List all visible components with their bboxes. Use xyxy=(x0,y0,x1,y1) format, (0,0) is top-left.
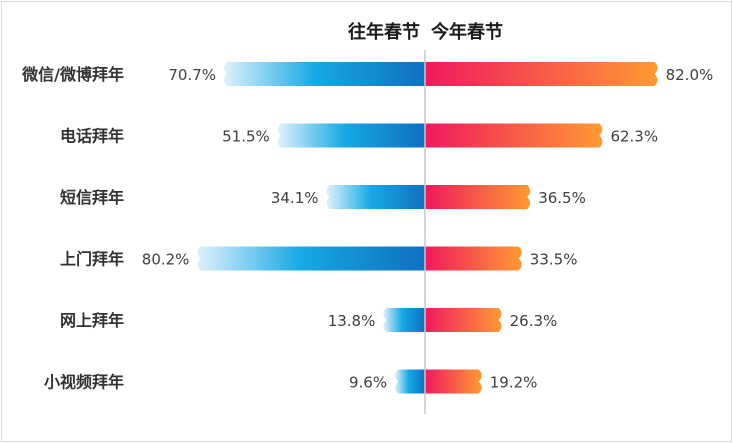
bar-this-year xyxy=(425,369,482,394)
bar-previous-year xyxy=(383,308,425,332)
bar-this-year xyxy=(425,185,531,209)
data-label-previous-year: 9.6% xyxy=(349,374,387,392)
bar-previous-year xyxy=(224,62,425,86)
data-label-previous-year: 13.8% xyxy=(328,312,376,330)
data-label-this-year: 62.3% xyxy=(610,128,658,146)
data-label-this-year: 82.0% xyxy=(666,66,714,84)
bar-previous-year xyxy=(197,246,425,271)
data-label-previous-year: 51.5% xyxy=(222,128,270,146)
legend-left-label: 往年春节 xyxy=(348,21,420,43)
bar-previous-year xyxy=(326,185,425,209)
data-label-previous-year: 34.1% xyxy=(271,189,319,207)
data-label-this-year: 26.3% xyxy=(510,312,558,330)
category-label: 上门拜年 xyxy=(60,250,124,269)
category-label: 小视频拜年 xyxy=(44,373,124,392)
bar-this-year xyxy=(425,308,502,332)
bar-previous-year xyxy=(277,123,425,148)
data-label-this-year: 19.2% xyxy=(490,374,538,392)
data-label-previous-year: 80.2% xyxy=(142,251,190,269)
data-label-previous-year: 70.7% xyxy=(168,66,216,84)
bar-this-year xyxy=(425,62,658,86)
data-label-this-year: 36.5% xyxy=(538,189,586,207)
bar-this-year xyxy=(425,246,522,271)
category-label: 微信/微博拜年 xyxy=(21,65,124,84)
category-label: 电话拜年 xyxy=(60,127,124,146)
data-label-this-year: 33.5% xyxy=(530,251,578,269)
category-label: 短信拜年 xyxy=(60,188,124,207)
category-label: 网上拜年 xyxy=(60,311,124,330)
legend-right-label: 今年春节 xyxy=(431,21,503,43)
bar-previous-year xyxy=(395,369,425,394)
bar-this-year xyxy=(425,123,603,148)
